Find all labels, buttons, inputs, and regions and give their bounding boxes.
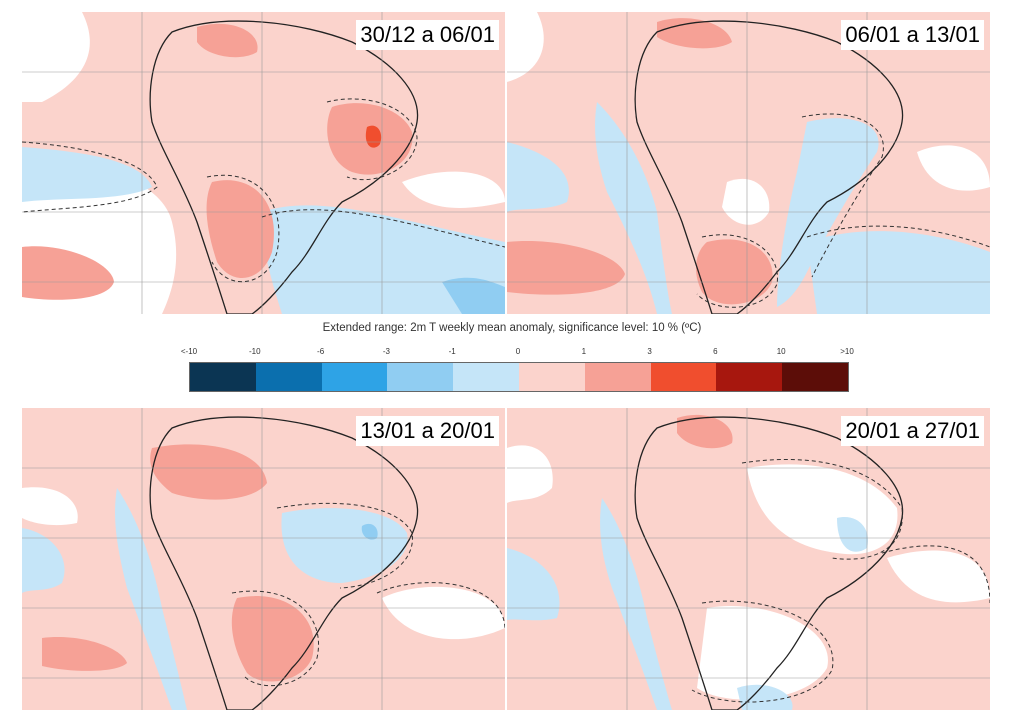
legend-swatch (453, 363, 519, 391)
legend-tick-label: >10 (840, 347, 854, 356)
panel-title: 06/01 a 13/01 (841, 20, 984, 50)
legend-swatch (584, 363, 651, 391)
legend-swatch (518, 363, 585, 391)
legend-tick-label: <-10 (180, 347, 198, 356)
map-panel-week-4: 20/01 a 27/01 (507, 408, 990, 710)
legend-swatch (387, 363, 454, 391)
legend-swatch (650, 363, 717, 391)
anomaly-map (22, 12, 505, 314)
legend-tick-label: 10 (776, 347, 786, 356)
legend-tick-label: -10 (249, 347, 261, 356)
legend-swatch (255, 363, 322, 391)
legend-swatch (782, 363, 848, 391)
anomaly-map (507, 408, 990, 710)
color-legend (189, 362, 849, 392)
legend-title: Extended range: 2m T weekly mean anomaly… (322, 322, 702, 334)
legend-tick-label: 1 (581, 347, 587, 356)
map-panel-week-1: 30/12 a 06/01 (22, 12, 505, 314)
panel-title: 30/12 a 06/01 (356, 20, 499, 50)
legend-swatch (321, 363, 388, 391)
legend-swatch (190, 363, 256, 391)
map-panel-week-3: 13/01 a 20/01 (22, 408, 505, 710)
legend-tick-label: -1 (448, 347, 456, 356)
legend-tick-label: -6 (317, 347, 325, 356)
panel-title: 20/01 a 27/01 (841, 416, 984, 446)
anomaly-map (22, 408, 505, 710)
legend-tick-label: 0 (515, 347, 521, 356)
legend-tick-label: 3 (647, 347, 652, 356)
panel-title: 13/01 a 20/01 (356, 416, 499, 446)
map-panel-week-2: 06/01 a 13/01 (507, 12, 990, 314)
legend-tick-label: 6 (713, 347, 718, 356)
legend-tick-label: -3 (382, 347, 390, 356)
legend-swatch (716, 363, 783, 391)
anomaly-map (507, 12, 990, 314)
legend-ticks: <-10 -10 -6 -3 -1 0 1 3 6 10 >10 (181, 347, 854, 361)
